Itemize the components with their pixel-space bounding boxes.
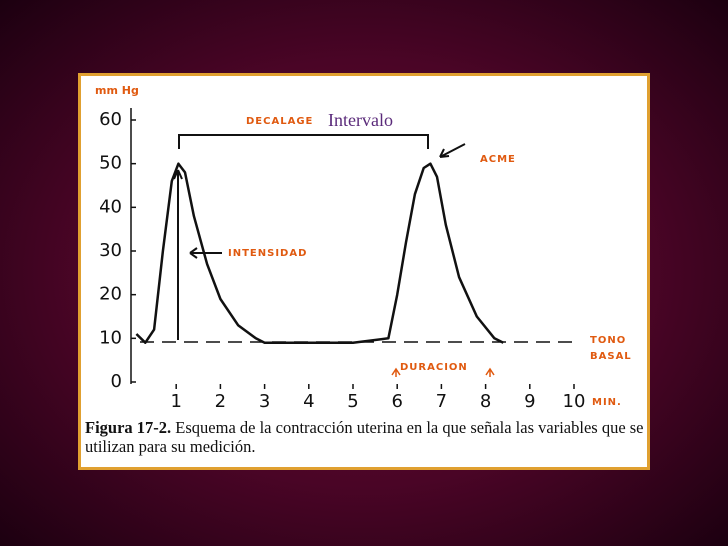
caption-label: Figura 17-2. bbox=[85, 418, 172, 437]
basal-label: BASAL bbox=[590, 351, 632, 362]
y-tick-label: 20 bbox=[99, 284, 122, 305]
y-tick-label: 10 bbox=[99, 327, 122, 348]
tono-label: TONO bbox=[590, 335, 626, 346]
x-tick-label: 4 bbox=[303, 391, 314, 412]
x-tick-label: 5 bbox=[347, 391, 358, 412]
x-tick-label: 3 bbox=[259, 391, 270, 412]
x-tick-label: 10 bbox=[563, 391, 586, 412]
x-tick-label: 7 bbox=[436, 391, 447, 412]
x-tick-label: 9 bbox=[524, 391, 535, 412]
intensity-arrow bbox=[173, 169, 183, 340]
intervalo-label: Intervalo bbox=[328, 110, 393, 130]
intensidad-arrow bbox=[189, 247, 222, 259]
contraction-curve bbox=[135, 162, 504, 344]
x-tick-label: 1 bbox=[170, 391, 181, 412]
x-tick-label: 8 bbox=[480, 391, 491, 412]
figure-frame bbox=[78, 73, 650, 470]
y-tick-label: 0 bbox=[111, 371, 122, 392]
interval-bracket bbox=[178, 134, 429, 149]
caption-text: Esquema de la contracción uterina en la … bbox=[85, 418, 644, 456]
acme-label: ACME bbox=[480, 154, 516, 165]
y-axis-label: mm Hg bbox=[95, 84, 139, 97]
x-tick-label: 6 bbox=[391, 391, 402, 412]
duracion-arrows bbox=[391, 367, 495, 377]
y-tick-label: 40 bbox=[99, 196, 122, 217]
y-tick-label: 50 bbox=[99, 153, 122, 174]
x-tick-label: 2 bbox=[215, 391, 226, 412]
y-tick-label: 60 bbox=[99, 109, 122, 130]
x-axis-label: MIN. bbox=[592, 397, 622, 408]
acme-arrow bbox=[439, 143, 466, 158]
decalage-label: DECALAGE bbox=[246, 116, 313, 127]
y-tick-label: 30 bbox=[99, 240, 122, 261]
caption: Figura 17-2. Esquema de la contracción u… bbox=[85, 418, 650, 456]
duracion-label: DURACION bbox=[400, 362, 468, 373]
intensidad-label: INTENSIDAD bbox=[228, 248, 307, 259]
